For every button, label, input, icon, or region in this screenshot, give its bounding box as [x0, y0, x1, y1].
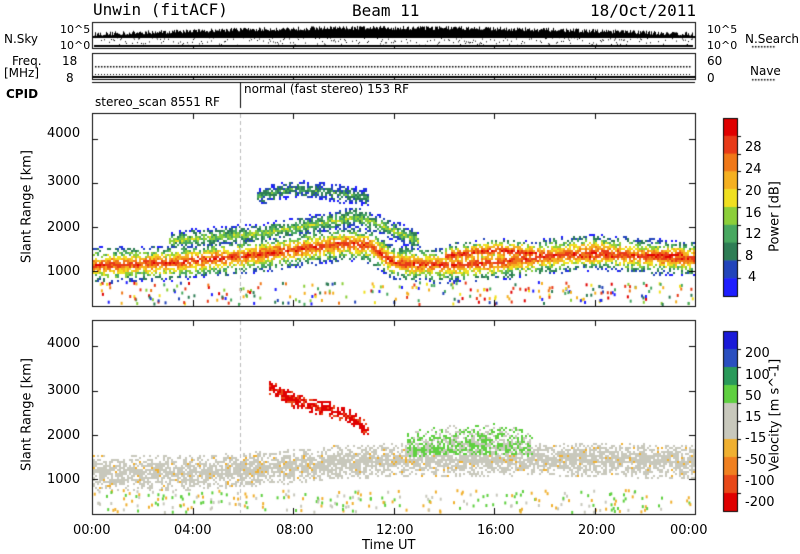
- nsearch-tick-top: 10^5: [707, 23, 738, 36]
- nsky-tick-bottom: 10^0: [60, 39, 91, 52]
- power-y-tick-3000: 3000: [47, 174, 81, 189]
- velocity-cb-tick-m200: -200: [745, 495, 775, 510]
- velocity-cb-tick-200: 200: [745, 346, 770, 361]
- power-cb-tick-20: 20: [745, 184, 762, 199]
- velocity-cb-label: Velocity [m s^-1]: [767, 358, 783, 472]
- freq-tick-bottom: 8: [66, 71, 74, 85]
- velocity-cb-tick-100: 100: [745, 368, 770, 383]
- x-axis-label: Time UT: [362, 538, 416, 553]
- velocity-cb-tick-m15: -15: [745, 431, 767, 446]
- date-title: 18/Oct/2011: [590, 1, 696, 20]
- site-title: Unwin (fitACF): [93, 0, 228, 19]
- power-y-tick-1000: 1000: [47, 264, 81, 279]
- power-cb-label: Power [dB]: [767, 181, 783, 252]
- velocity-y-label: Slant Range [km]: [19, 358, 35, 471]
- x-tick-2000: 20:00: [578, 523, 616, 538]
- velocity-cb-tick-m100: -100: [745, 474, 775, 489]
- nsky-label: N.Sky: [4, 32, 39, 46]
- velocity-cb-tick-m50: -50: [745, 453, 767, 468]
- cpid-segment-2: normal (fast stereo) 153 RF: [244, 82, 410, 96]
- velocity-y-tick-4000: 4000: [47, 336, 81, 351]
- velocity-cb-tick-15: 15: [745, 410, 762, 425]
- nave-tick-top: 60: [707, 54, 723, 68]
- nsky-tick-top: 10^5: [60, 23, 91, 36]
- power-y-label: Slant Range [km]: [19, 150, 35, 263]
- x-tick-0400: 04:00: [174, 523, 212, 538]
- power-y-tick-2000: 2000: [47, 220, 81, 235]
- power-cb-tick-28: 28: [745, 140, 762, 155]
- nsearch-label: N.Search: [745, 32, 800, 46]
- nave-label: Nave: [750, 64, 781, 78]
- freq-unit: [MHz]: [4, 66, 40, 80]
- cpid-label: CPID: [6, 87, 39, 101]
- velocity-y-tick-3000: 3000: [47, 383, 81, 398]
- cpid-segment-1: stereo_scan 8551 RF: [95, 95, 220, 109]
- nave-tick-bottom: 0: [707, 71, 715, 85]
- power-y-tick-4000: 4000: [47, 126, 81, 141]
- x-tick-0800: 08:00: [276, 523, 314, 538]
- power-cb-tick-8: 8: [745, 249, 754, 264]
- power-cb-tick-16: 16: [745, 206, 762, 221]
- velocity-y-tick-2000: 2000: [47, 428, 81, 443]
- power-cb-tick-24: 24: [745, 162, 762, 177]
- x-tick-1600: 16:00: [477, 523, 515, 538]
- velocity-cb-tick-50: 50: [745, 389, 762, 404]
- nsearch-tick-bottom: 10^0: [707, 39, 738, 52]
- velocity-y-tick-1000: 1000: [47, 472, 81, 487]
- beam-title: Beam 11: [352, 1, 420, 20]
- x-tick-0000: 00:00: [73, 523, 111, 538]
- power-cb-tick-4: 4: [748, 270, 757, 285]
- x-tick-1200: 12:00: [376, 523, 414, 538]
- x-tick-2400: 00:00: [670, 523, 708, 538]
- freq-tick-top: 18: [62, 54, 78, 68]
- freq-label: Freq.: [12, 54, 42, 68]
- power-cb-tick-12: 12: [745, 227, 762, 242]
